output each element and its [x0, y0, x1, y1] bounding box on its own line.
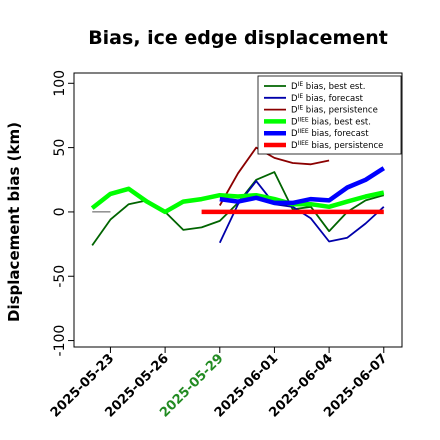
series-line-4	[90, 186, 385, 215]
y-tick-label: 100	[52, 70, 68, 97]
legend-entry: DIIEE bias, forecast	[291, 128, 369, 139]
y-tick-label: -50	[52, 265, 68, 288]
series-line-5	[219, 166, 386, 206]
y-axis-ticks: -100 -50 0 50 100	[52, 70, 74, 357]
x-axis-ticks: 2025-05-232025-05-262025-05-292025-06-01…	[48, 347, 391, 421]
legend-box	[257, 75, 402, 155]
legend-entry: DIE bias, best est.	[291, 81, 365, 92]
series-line-1	[91, 171, 385, 246]
legend-entry: DIIEE bias, persistence	[291, 140, 383, 151]
legend-entry: DIE bias, forecast	[291, 93, 364, 104]
plot-frame	[73, 72, 403, 348]
y-tick-label: -100	[52, 325, 68, 357]
legend-entry: DIIEE bias, best est.	[291, 116, 371, 127]
legend: DIE bias, best est.DIE bias, forecastDIE…	[257, 75, 402, 155]
y-tick-label: 50	[52, 139, 68, 157]
series-line-3	[219, 146, 330, 206]
y-tick-label: 0	[52, 207, 68, 216]
plot-area	[73, 72, 403, 348]
y-axis-label: Displacement bias (km)	[5, 122, 23, 322]
legend-entry: DIE bias, persistence	[291, 105, 378, 116]
chart-title: Bias, ice edge displacement	[88, 27, 388, 49]
